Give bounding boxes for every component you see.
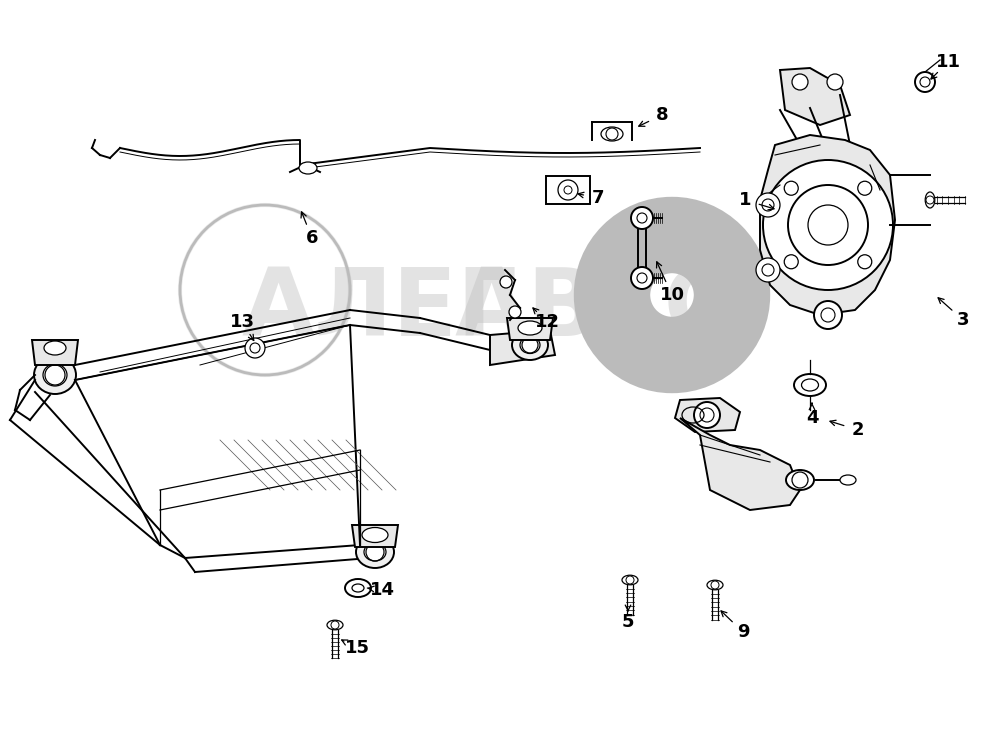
Ellipse shape xyxy=(364,543,386,561)
Polygon shape xyxy=(490,330,555,365)
Ellipse shape xyxy=(345,579,371,597)
Circle shape xyxy=(784,181,798,195)
Text: 14: 14 xyxy=(370,581,394,599)
Ellipse shape xyxy=(925,192,935,208)
Text: 7: 7 xyxy=(592,189,604,207)
Ellipse shape xyxy=(707,580,723,590)
Text: 11: 11 xyxy=(936,53,960,71)
Text: 13: 13 xyxy=(230,313,254,331)
Circle shape xyxy=(763,160,893,290)
Polygon shape xyxy=(507,318,553,340)
Text: 5: 5 xyxy=(622,613,634,631)
Ellipse shape xyxy=(518,321,542,335)
Polygon shape xyxy=(680,418,800,510)
Ellipse shape xyxy=(362,528,388,542)
Ellipse shape xyxy=(520,336,540,353)
Circle shape xyxy=(631,267,653,289)
Ellipse shape xyxy=(327,620,343,630)
Circle shape xyxy=(784,255,798,269)
Circle shape xyxy=(756,193,780,217)
Text: 12: 12 xyxy=(534,313,560,331)
Circle shape xyxy=(509,306,521,318)
Ellipse shape xyxy=(43,364,67,386)
Polygon shape xyxy=(780,68,850,125)
Text: 4: 4 xyxy=(806,409,818,427)
Text: 8: 8 xyxy=(656,106,668,124)
Circle shape xyxy=(827,74,843,90)
Text: АВТО: АВТО xyxy=(455,264,745,356)
Circle shape xyxy=(245,338,265,358)
Circle shape xyxy=(694,402,720,428)
Circle shape xyxy=(756,258,780,282)
Text: 15: 15 xyxy=(344,639,370,657)
Ellipse shape xyxy=(299,162,317,174)
Ellipse shape xyxy=(840,475,856,485)
Polygon shape xyxy=(546,176,590,204)
Circle shape xyxy=(858,181,872,195)
Text: АЛЕГ: АЛЕГ xyxy=(242,264,518,356)
Polygon shape xyxy=(675,398,740,432)
Ellipse shape xyxy=(44,341,66,355)
Circle shape xyxy=(500,276,512,288)
Ellipse shape xyxy=(601,127,623,141)
Text: 10: 10 xyxy=(660,286,684,304)
Polygon shape xyxy=(32,340,78,365)
Circle shape xyxy=(915,72,935,92)
Ellipse shape xyxy=(794,374,826,396)
Ellipse shape xyxy=(512,330,548,360)
Circle shape xyxy=(792,74,808,90)
Ellipse shape xyxy=(356,536,394,568)
Ellipse shape xyxy=(786,470,814,490)
Text: 3: 3 xyxy=(957,311,969,329)
Circle shape xyxy=(631,207,653,229)
Text: 9: 9 xyxy=(737,623,749,641)
Polygon shape xyxy=(352,525,398,547)
Circle shape xyxy=(814,301,842,329)
Text: 6: 6 xyxy=(306,229,318,247)
Circle shape xyxy=(858,255,872,269)
Text: 1: 1 xyxy=(739,191,751,209)
Polygon shape xyxy=(760,135,895,315)
Ellipse shape xyxy=(34,356,76,394)
Ellipse shape xyxy=(622,576,638,585)
Text: 2: 2 xyxy=(852,421,864,439)
